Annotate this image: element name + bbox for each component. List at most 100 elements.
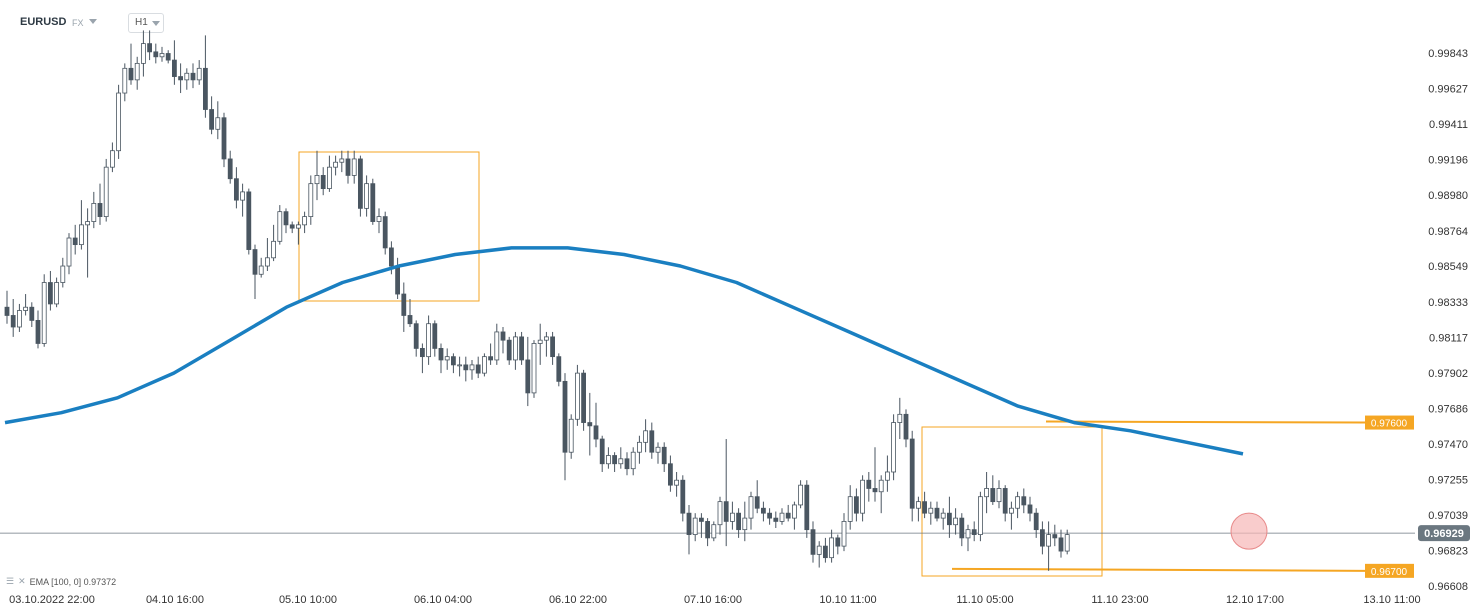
candle[interactable]: [891, 422, 896, 473]
candle[interactable]: [990, 488, 996, 503]
candle[interactable]: [854, 496, 859, 514]
candle[interactable]: [804, 484, 810, 531]
candle[interactable]: [134, 62, 140, 81]
symbol-label[interactable]: EURUSD: [20, 16, 67, 28]
candle[interactable]: [271, 240, 277, 259]
candle[interactable]: [556, 356, 562, 382]
candle[interactable]: [382, 216, 388, 249]
candle[interactable]: [699, 517, 704, 522]
candle[interactable]: [525, 359, 531, 394]
candle[interactable]: [23, 306, 29, 311]
candle[interactable]: [761, 507, 766, 514]
candle[interactable]: [469, 364, 475, 371]
candle[interactable]: [196, 67, 202, 81]
candle[interactable]: [1027, 504, 1033, 514]
candle[interactable]: [953, 517, 958, 526]
candle[interactable]: [395, 265, 401, 295]
annotation-box[interactable]: [298, 151, 480, 302]
candle[interactable]: [1015, 496, 1020, 509]
candle[interactable]: [308, 183, 314, 218]
resistance-line[interactable]: [1045, 420, 1366, 424]
candle[interactable]: [1033, 512, 1039, 531]
candle[interactable]: [326, 166, 332, 189]
layers-icon[interactable]: ☰: [6, 576, 15, 586]
candle[interactable]: [35, 320, 41, 344]
candle[interactable]: [438, 348, 444, 361]
candle[interactable]: [388, 247, 394, 267]
candle[interactable]: [947, 512, 952, 526]
chevron-down-icon[interactable]: [89, 19, 97, 24]
candle[interactable]: [72, 237, 78, 246]
candle[interactable]: [841, 521, 847, 547]
candle[interactable]: [785, 512, 791, 519]
candle[interactable]: [730, 512, 735, 522]
candle[interactable]: [1052, 534, 1058, 539]
candle[interactable]: [29, 306, 35, 321]
candle[interactable]: [463, 364, 469, 371]
candle[interactable]: [624, 458, 630, 470]
candle[interactable]: [531, 343, 537, 394]
candle[interactable]: [85, 221, 90, 226]
candle[interactable]: [116, 92, 121, 152]
candle[interactable]: [494, 331, 500, 361]
candle[interactable]: [481, 356, 487, 374]
candle[interactable]: [897, 413, 903, 423]
candle[interactable]: [320, 175, 326, 189]
candle[interactable]: [475, 364, 481, 374]
candle[interactable]: [674, 479, 679, 486]
candle[interactable]: [878, 479, 884, 493]
candle[interactable]: [357, 158, 363, 209]
candle[interactable]: [519, 336, 524, 361]
candle[interactable]: [190, 72, 196, 81]
candle[interactable]: [4, 306, 10, 316]
candle[interactable]: [1021, 496, 1027, 506]
candle[interactable]: [996, 488, 1002, 503]
candle[interactable]: [1002, 488, 1008, 514]
candle[interactable]: [16, 310, 22, 328]
candle[interactable]: [959, 517, 965, 539]
candle[interactable]: [829, 537, 834, 559]
candle[interactable]: [599, 438, 605, 465]
candle[interactable]: [10, 315, 16, 328]
candle[interactable]: [122, 67, 128, 94]
candle[interactable]: [128, 67, 134, 81]
close-icon[interactable]: ✕: [18, 576, 26, 586]
candle[interactable]: [60, 265, 66, 283]
candle[interactable]: [221, 117, 227, 160]
candle[interactable]: [333, 161, 339, 168]
candle[interactable]: [581, 372, 586, 423]
candle[interactable]: [922, 501, 927, 514]
candle[interactable]: [711, 524, 717, 539]
candle[interactable]: [370, 183, 376, 222]
candle[interactable]: [736, 512, 741, 531]
candle[interactable]: [934, 507, 940, 519]
candle[interactable]: [723, 501, 729, 522]
candle[interactable]: [835, 537, 841, 547]
annotation-box[interactable]: [921, 426, 1103, 577]
candle[interactable]: [916, 501, 921, 509]
candle[interactable]: [550, 336, 555, 358]
candle[interactable]: [686, 512, 692, 535]
candle[interactable]: [376, 216, 382, 222]
candle[interactable]: [407, 315, 413, 325]
candle[interactable]: [537, 339, 543, 344]
candle[interactable]: [79, 224, 84, 246]
candle[interactable]: [264, 257, 270, 267]
candle[interactable]: [209, 109, 215, 130]
candle[interactable]: [215, 117, 221, 130]
candle[interactable]: [351, 158, 357, 176]
candle[interactable]: [506, 339, 512, 361]
candle[interactable]: [345, 158, 351, 176]
candle[interactable]: [928, 507, 934, 514]
timeframe-select[interactable]: H1: [128, 13, 164, 33]
candle[interactable]: [110, 150, 115, 168]
candle[interactable]: [612, 455, 617, 465]
candle[interactable]: [773, 517, 779, 522]
candle[interactable]: [618, 458, 624, 465]
candle[interactable]: [692, 517, 698, 535]
candle[interactable]: [432, 323, 438, 349]
candle[interactable]: [401, 293, 407, 316]
candle[interactable]: [562, 380, 568, 453]
ema-line[interactable]: [4, 246, 1244, 456]
candle[interactable]: [637, 441, 642, 453]
